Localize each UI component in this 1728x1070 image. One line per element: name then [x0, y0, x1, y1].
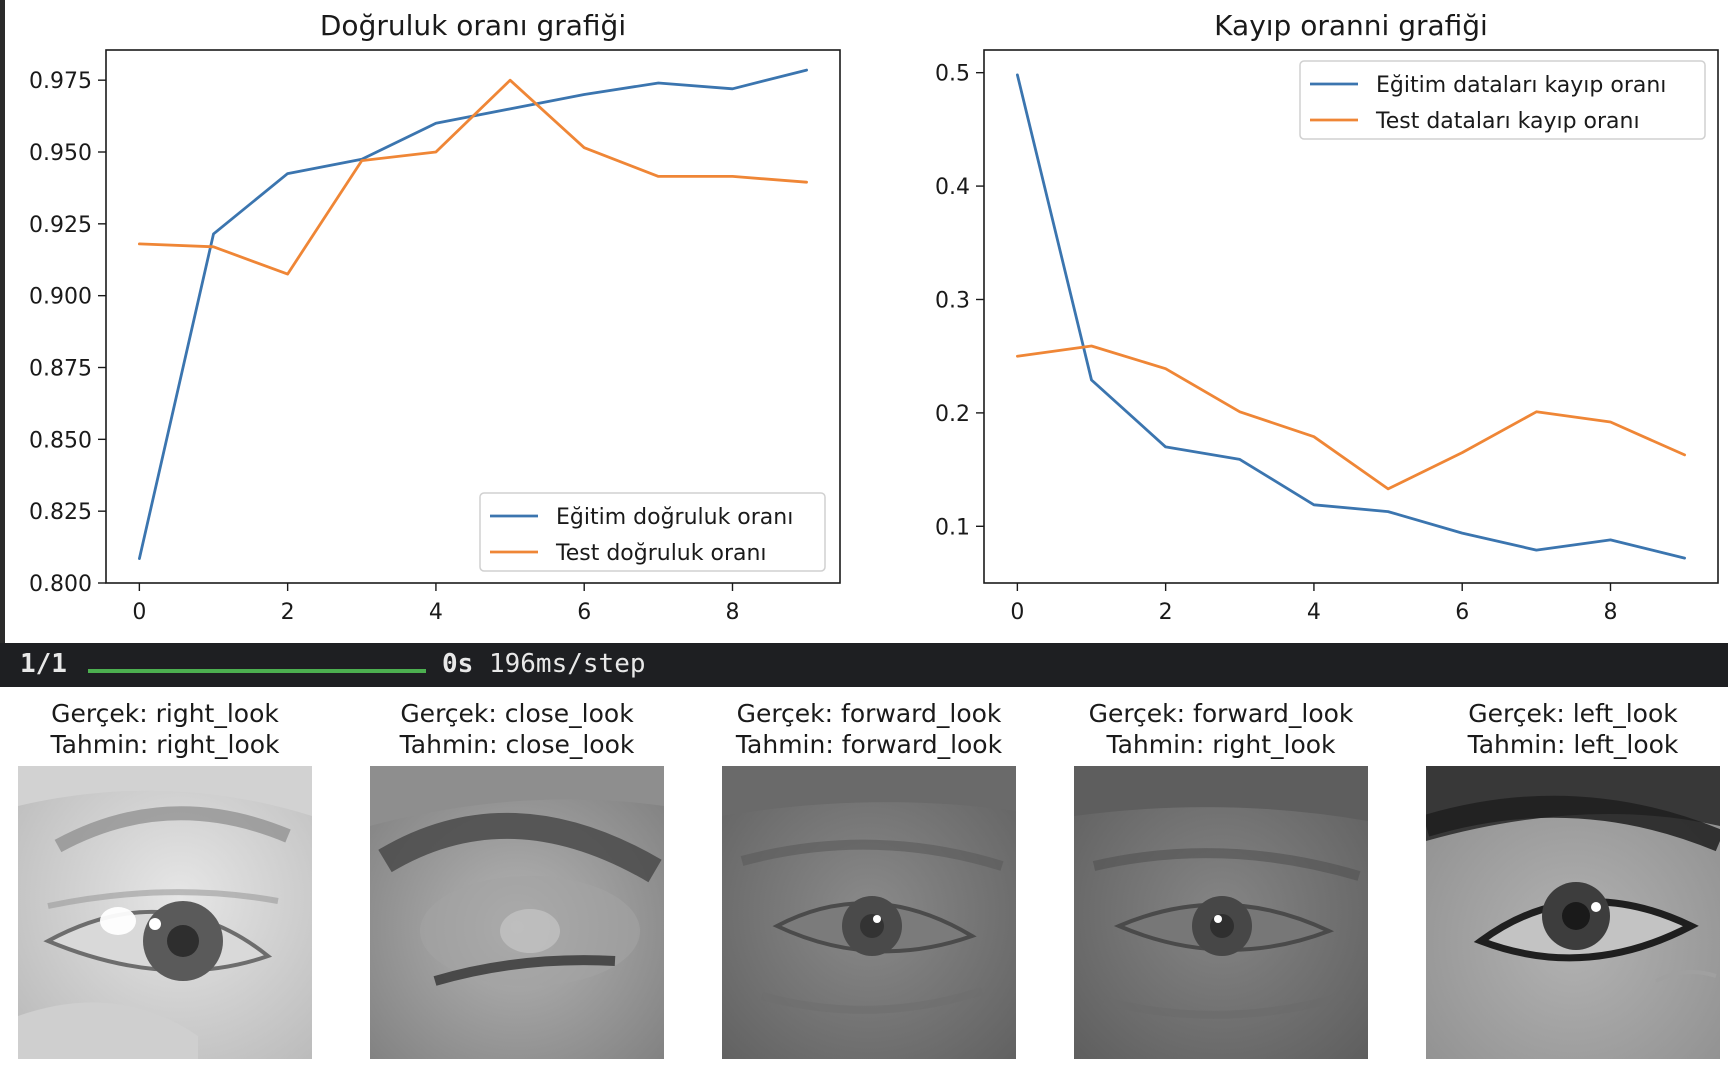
x-tick-label: 4	[429, 600, 443, 625]
prediction-samples: Gerçek: right_look Tahmin: right_look Ge…	[0, 687, 1728, 1070]
left-edge-strip	[0, 0, 5, 643]
series-line-2	[1016, 344, 1686, 491]
legend-entry: Eğitim dataları kayıp oranı	[1376, 73, 1666, 98]
true-label: Gerçek: close_look	[400, 699, 634, 728]
y-tick-label: 0.5	[935, 62, 970, 87]
y-tick-label: 0.950	[29, 141, 92, 166]
plot-frame	[105, 49, 841, 584]
y-tick-label: 0.975	[29, 69, 92, 94]
x-tick-label: 6	[1455, 600, 1469, 625]
chart-title: Kayıp oranni grafiği	[1214, 9, 1488, 42]
legend: Eğitim dataları kayıp oranı Test dataları…	[1299, 60, 1706, 140]
legend-entry: Test dataları kayıp oranı	[1375, 109, 1640, 134]
x-tick-label: 0	[132, 600, 146, 625]
chart-1: Doğruluk oranı grafiği 0 2 4 6 8 0.800 0.825 0.8…	[29, 9, 841, 625]
legend-box	[1299, 60, 1706, 140]
eye-image	[18, 766, 312, 1059]
predicted-label: Tahmin: forward_look	[735, 730, 1003, 759]
series-line-1	[137, 68, 808, 560]
x-tick-label: 4	[1307, 600, 1321, 625]
legend-box	[479, 492, 826, 572]
predicted-label: Tahmin: close_look	[399, 730, 635, 759]
true-label: Gerçek: forward_look	[1088, 699, 1354, 728]
progress-count: 1/1	[20, 649, 67, 679]
predicted-label: Tahmin: right_look	[50, 730, 280, 759]
x-tick-label: 6	[577, 600, 591, 625]
y-tick-label: 0.875	[29, 357, 92, 382]
charts-area: Doğruluk oranı grafiği 0 2 4 6 8 0.800 0.825 0.8…	[29, 9, 1719, 625]
progress-timing: 0s 196ms/step	[442, 649, 646, 679]
predicted-label: Tahmin: left_look	[1467, 730, 1679, 759]
y-tick-label: 0.3	[935, 288, 970, 313]
true-label: Gerçek: left_look	[1468, 699, 1678, 728]
progress-elapsed: 0s	[442, 649, 474, 679]
x-tick-label: 8	[725, 600, 739, 625]
legend-entry: Eğitim doğruluk oranı	[556, 505, 793, 530]
y-tick-label: 0.800	[29, 572, 92, 597]
y-tick-label: 0.850	[29, 428, 92, 453]
plot-frame	[983, 49, 1719, 584]
y-tick-label: 0.900	[29, 285, 92, 310]
y-tick-label: 0.925	[29, 213, 92, 238]
x-tick-label: 8	[1603, 600, 1617, 625]
y-tick-label: 0.825	[29, 500, 92, 525]
legend-entry: Test doğruluk oranı	[555, 541, 767, 566]
x-tick-label: 2	[281, 600, 295, 625]
chart-2: Kayıp oranni grafiği 0 2 4 6 8 0.1 0.2 0.3 0.4 0.5…	[935, 9, 1719, 625]
y-tick-label: 0.2	[935, 402, 970, 427]
eye-image	[722, 766, 1016, 1059]
progress-track	[88, 669, 426, 673]
series-line-2	[137, 78, 808, 276]
x-tick-label: 2	[1159, 600, 1173, 625]
progress-output: 1/1 0s 196ms/step	[0, 643, 1728, 687]
x-tick-label: 0	[1010, 600, 1024, 625]
progress-rate: 196ms/step	[488, 649, 646, 679]
true-label: Gerçek: right_look	[51, 699, 279, 728]
chart-title: Doğruluk oranı grafiği	[320, 9, 626, 42]
predicted-label: Tahmin: right_look	[1106, 730, 1336, 759]
true-label: Gerçek: forward_look	[736, 699, 1002, 728]
series-line-1	[1016, 73, 1686, 560]
legend: Eğitim doğruluk oranı Test doğruluk oranı	[479, 492, 826, 572]
y-tick-label: 0.1	[935, 515, 970, 540]
y-tick-label: 0.4	[935, 175, 970, 200]
eye-image	[1426, 766, 1720, 1059]
eye-image	[370, 766, 664, 1059]
eye-image	[1074, 766, 1368, 1059]
progress-fill	[88, 669, 426, 673]
